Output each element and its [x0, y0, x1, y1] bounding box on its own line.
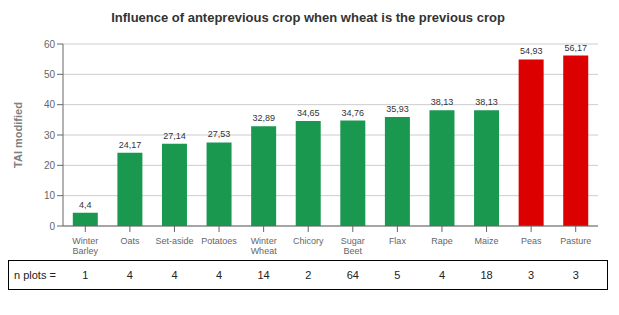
svg-text:Potatoes: Potatoes — [201, 236, 237, 246]
svg-text:50: 50 — [44, 69, 56, 80]
svg-text:38,13: 38,13 — [475, 97, 498, 107]
html-text:18: 18 — [480, 269, 493, 281]
svg-text:27,14: 27,14 — [163, 131, 186, 141]
html-text:64: 64 — [346, 269, 359, 281]
svg-text:30: 30 — [44, 130, 56, 141]
html-text:4: 4 — [216, 269, 223, 281]
svg-text:0: 0 — [49, 221, 55, 232]
html-text:1: 1 — [82, 269, 89, 281]
svg-text:Peas: Peas — [521, 236, 542, 246]
html-text:n plots =: n plots = — [14, 269, 56, 281]
svg-text:4,4: 4,4 — [79, 200, 92, 210]
svg-text:38,13: 38,13 — [431, 97, 454, 107]
svg-text:10: 10 — [44, 190, 56, 201]
svg-text:34,65: 34,65 — [297, 108, 320, 118]
svg-text:24,17: 24,17 — [119, 140, 142, 150]
svg-text:56,17: 56,17 — [564, 43, 587, 53]
svg-text:WinterWheat: WinterWheat — [251, 236, 278, 256]
svg-text:Rape: Rape — [431, 236, 453, 246]
html-text:3: 3 — [572, 269, 579, 281]
svg-text:SugarBeet: SugarBeet — [341, 236, 365, 256]
svg-text:Set-aside: Set-aside — [155, 236, 193, 246]
svg-text:Chicory: Chicory — [293, 236, 324, 246]
html-text:4: 4 — [126, 269, 133, 281]
svg-text:20: 20 — [44, 160, 56, 171]
svg-text:Pasture: Pasture — [560, 236, 591, 246]
svg-text:35,93: 35,93 — [386, 104, 409, 114]
html-text:4: 4 — [438, 269, 445, 281]
svg-text:TAI modified: TAI modified — [12, 102, 24, 168]
html-text:3: 3 — [528, 269, 535, 281]
svg-text:Maize: Maize — [475, 236, 499, 246]
svg-text:WinterBarley: WinterBarley — [72, 236, 98, 256]
svg-text:40: 40 — [44, 99, 56, 110]
html-text:Influence of anteprevious crop: Influence of anteprevious crop when whea… — [111, 10, 505, 25]
html-text:14: 14 — [257, 269, 270, 281]
svg-text:27,53: 27,53 — [208, 129, 231, 139]
html-text:5: 5 — [394, 269, 401, 281]
svg-text:Flax: Flax — [389, 236, 407, 246]
svg-text:54,93: 54,93 — [520, 46, 543, 56]
svg-text:Oats: Oats — [120, 236, 140, 246]
html-text:4: 4 — [171, 269, 178, 281]
svg-text:60: 60 — [44, 39, 56, 50]
svg-text:32,89: 32,89 — [252, 113, 275, 123]
html-text:2: 2 — [305, 269, 312, 281]
svg-text:34,76: 34,76 — [342, 108, 365, 118]
